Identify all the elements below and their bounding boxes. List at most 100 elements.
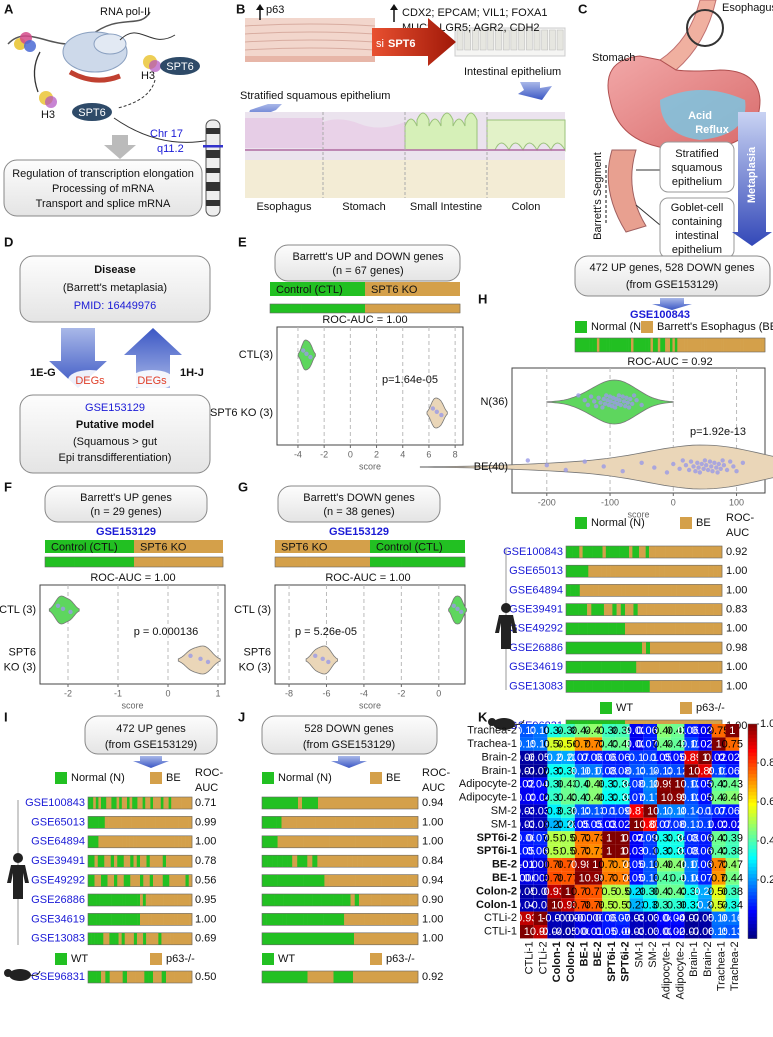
barcode-segment xyxy=(637,622,643,635)
data-point xyxy=(601,464,606,469)
colorbar-step xyxy=(748,774,757,779)
cell xyxy=(541,29,548,51)
heatmap-cell xyxy=(711,750,726,765)
barcode-segment xyxy=(171,913,175,926)
group-label: BE(40) xyxy=(474,461,508,473)
barcode-segment xyxy=(569,661,575,674)
colorbar-step xyxy=(748,734,757,739)
barcode-segment xyxy=(662,622,668,635)
barcode-segment xyxy=(623,565,629,578)
barcode-segment xyxy=(173,797,177,809)
barcode-segment xyxy=(612,622,617,635)
barcode-segment xyxy=(310,797,315,809)
barcode-segment xyxy=(701,338,705,352)
barcode-frame xyxy=(87,835,193,849)
barcode-segment xyxy=(97,855,102,868)
auc-value: 1.00 xyxy=(726,584,747,596)
cell-label: 0.28 xyxy=(557,819,578,831)
barcode-segment xyxy=(654,603,660,616)
barcode-segment xyxy=(566,661,571,674)
barcode-segment xyxy=(599,338,603,352)
colorbar-step xyxy=(748,841,757,846)
barcode-frame xyxy=(261,913,419,926)
barcode-segment xyxy=(635,338,639,352)
barcode-segment xyxy=(712,584,718,597)
barcode-segment xyxy=(157,971,162,983)
barcode-segment xyxy=(151,913,155,926)
auc-value: 0.69 xyxy=(195,933,216,945)
barcode-segment xyxy=(587,338,590,352)
heatmap-cell xyxy=(561,804,575,818)
barcode-segment xyxy=(134,894,138,906)
data-point xyxy=(576,393,581,398)
legend-label: BE xyxy=(386,772,401,784)
dataset-name: GSE96831 xyxy=(31,971,85,983)
barcode-frame xyxy=(261,893,419,907)
cell-label: 0.064 xyxy=(719,765,747,777)
barcode-segment xyxy=(161,971,167,983)
x-tick-label: 2 xyxy=(374,449,379,459)
row-label: CTLi-2 xyxy=(484,912,517,924)
cell-label: 0.04 xyxy=(653,913,674,925)
barcode-segment xyxy=(635,546,640,558)
heatmap-cell xyxy=(561,817,575,832)
dataset-name: GSE49292 xyxy=(509,623,563,635)
barcode-segment xyxy=(111,894,115,906)
barcode-segment xyxy=(158,932,162,945)
colorbar-label: 0.4 xyxy=(760,835,773,847)
barcode-segment xyxy=(99,894,103,906)
degs-bubble xyxy=(68,370,112,390)
barcode-segment xyxy=(266,797,271,809)
barcode-segment xyxy=(347,855,353,868)
cell-label: 0.46 xyxy=(653,725,674,737)
barcode-segment xyxy=(342,932,347,945)
barcode-segment xyxy=(108,835,113,848)
barcode-segment xyxy=(581,661,586,674)
barcode-segment xyxy=(704,565,709,578)
cell-label: 0.41 xyxy=(653,873,674,885)
barcode-segment xyxy=(114,816,119,829)
barcode-frame xyxy=(87,893,193,907)
heatmap-cell xyxy=(725,724,740,738)
heatmap-cell xyxy=(643,898,657,912)
barcode-segment xyxy=(371,874,377,887)
heatmap-cell xyxy=(657,804,671,818)
barcode-segment xyxy=(610,642,615,654)
barcode-segment xyxy=(108,894,112,906)
barcode-segment xyxy=(129,797,133,809)
barcode-segment xyxy=(125,913,129,926)
barcode-segment xyxy=(569,546,573,558)
group-label: SPT6 KO (3) xyxy=(210,407,273,419)
heatmap-cell xyxy=(711,911,726,925)
barcode-segment xyxy=(171,816,176,829)
cell-label: 1 xyxy=(702,752,708,764)
barcode-segment xyxy=(181,816,186,829)
cell-label: 0.77 xyxy=(557,873,578,885)
barcode-segment xyxy=(327,971,334,983)
cell-label: 0.5 xyxy=(560,846,575,858)
barcode-segment xyxy=(135,971,141,983)
cell-label: 1 xyxy=(551,899,557,911)
barcode-segment xyxy=(132,797,136,809)
cell-label: 0.23 xyxy=(544,819,565,831)
group-label: SPT6 xyxy=(8,646,36,658)
heatmap-cell xyxy=(643,777,657,791)
cell xyxy=(464,29,471,51)
cell-label: 0.43 xyxy=(667,725,688,737)
barcode-segment xyxy=(307,855,313,868)
barcode-segment xyxy=(608,622,613,635)
barcode-segment xyxy=(674,338,678,352)
barcode-segment xyxy=(282,835,289,848)
heatmap-cell xyxy=(643,858,657,872)
x-tick-label: -100 xyxy=(601,497,619,507)
data-point xyxy=(724,467,730,473)
cell-label: 0.13 xyxy=(571,806,592,818)
barcode-segment xyxy=(316,894,322,906)
barcode-segment xyxy=(692,546,696,558)
barcode-segment xyxy=(696,622,702,635)
auc-value: 1.00 xyxy=(195,913,216,925)
barcode-segment xyxy=(127,971,132,983)
barcode-segment xyxy=(708,546,713,558)
barcode-segment xyxy=(272,874,278,887)
barcode-segment xyxy=(134,913,138,926)
